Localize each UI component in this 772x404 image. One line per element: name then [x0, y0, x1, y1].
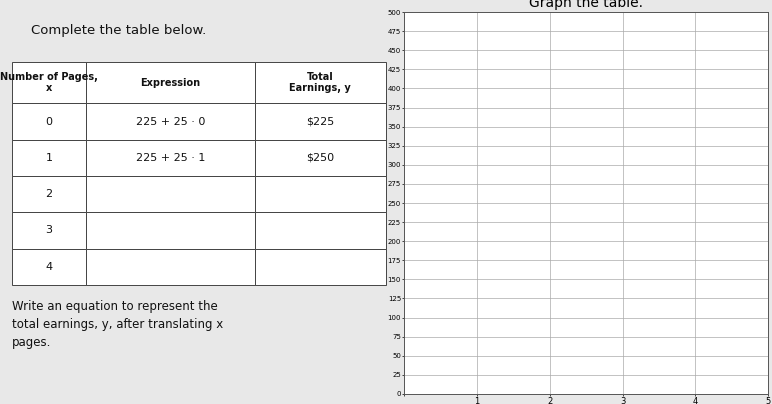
Bar — [86, 212, 255, 248]
Text: Complete the table below.: Complete the table below. — [31, 23, 206, 37]
Bar — [12, 248, 86, 285]
Bar — [255, 176, 386, 212]
Text: Write an equation to represent the
total earnings, y, after translating x
pages.: Write an equation to represent the total… — [12, 300, 223, 349]
Bar — [255, 248, 386, 285]
Bar — [255, 62, 386, 103]
Text: 0: 0 — [46, 117, 52, 126]
Bar — [86, 176, 255, 212]
Text: 1: 1 — [46, 153, 52, 163]
Text: Number of Pages,
x: Number of Pages, x — [0, 72, 98, 93]
Text: Expression: Expression — [141, 78, 201, 88]
Text: 3: 3 — [46, 225, 52, 236]
Bar — [12, 140, 86, 176]
Bar — [12, 212, 86, 248]
Bar — [86, 103, 255, 140]
Bar — [255, 103, 386, 140]
Bar — [255, 140, 386, 176]
Text: 4: 4 — [46, 262, 52, 271]
Bar — [12, 103, 86, 140]
Text: 225 + 25 · 0: 225 + 25 · 0 — [136, 117, 205, 126]
Title: Graph the table.: Graph the table. — [530, 0, 643, 10]
Bar — [255, 212, 386, 248]
Text: Total
Earnings, y: Total Earnings, y — [290, 72, 351, 93]
Bar — [12, 62, 86, 103]
Text: 2: 2 — [46, 189, 52, 199]
Text: $225: $225 — [306, 117, 334, 126]
Bar — [86, 248, 255, 285]
Text: 225 + 25 · 1: 225 + 25 · 1 — [136, 153, 205, 163]
Text: $250: $250 — [306, 153, 334, 163]
Bar — [86, 62, 255, 103]
Bar — [12, 176, 86, 212]
Bar — [86, 140, 255, 176]
